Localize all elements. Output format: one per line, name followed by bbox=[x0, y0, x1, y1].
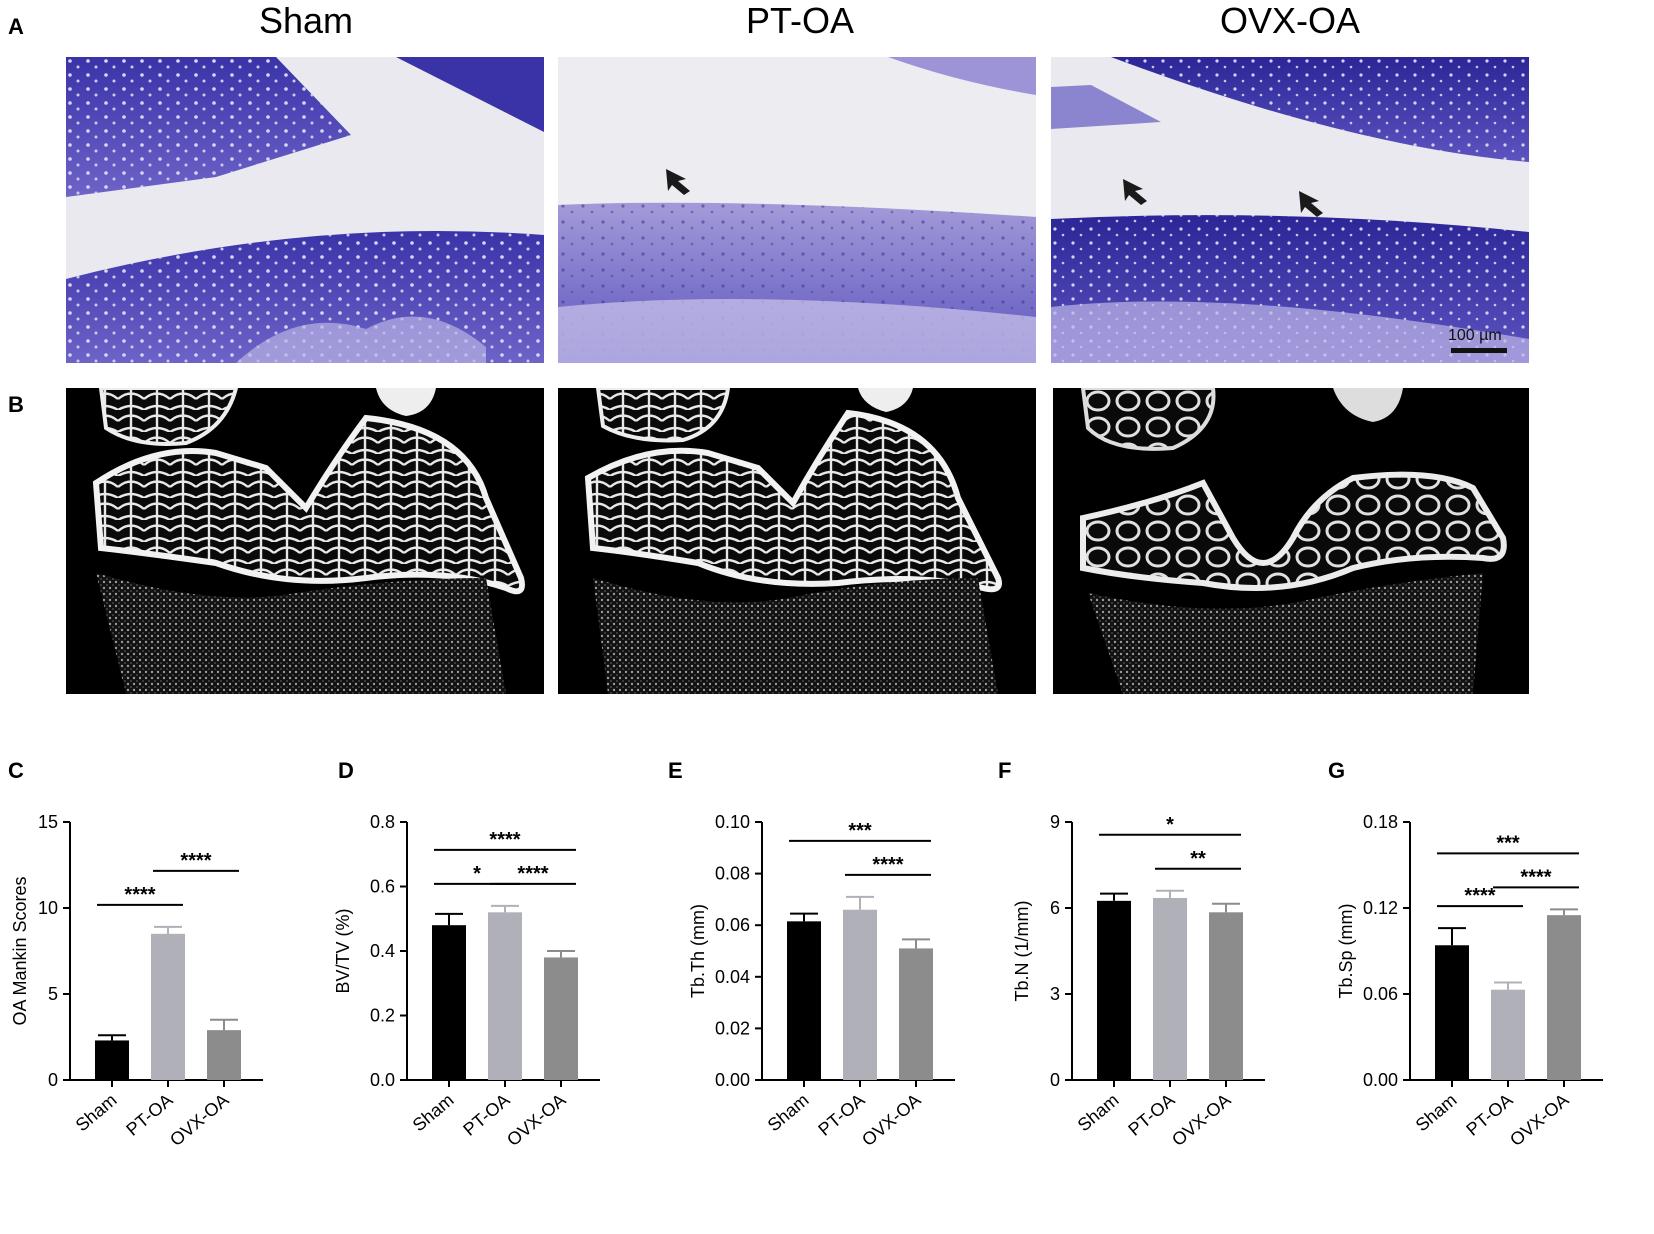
panel-letter-e: E bbox=[668, 758, 683, 783]
panel-letter-g: G bbox=[1328, 758, 1345, 783]
column-title-ptoa: PT-OA bbox=[745, 0, 855, 41]
y-tick-label: 9 bbox=[1050, 812, 1060, 832]
y-tick-label: 0.06 bbox=[1363, 984, 1398, 1004]
y-tick-label: 0.08 bbox=[715, 864, 750, 884]
y-axis-label: Tb.Th (mm) bbox=[688, 904, 708, 998]
significance-label: * bbox=[1166, 814, 1174, 836]
x-tick-label: Sham bbox=[1074, 1090, 1123, 1136]
significance-label: **** bbox=[1520, 866, 1551, 888]
bar-ovx-oa bbox=[1547, 915, 1581, 1080]
y-tick-label: 0.8 bbox=[370, 812, 395, 832]
x-tick-label: Sham bbox=[409, 1090, 458, 1136]
significance-label: **** bbox=[872, 854, 903, 876]
significance-label: **** bbox=[180, 850, 211, 872]
x-tick-label: OVX-OA bbox=[503, 1090, 569, 1150]
bar-ovx-oa bbox=[899, 948, 933, 1080]
y-tick-label: 0.2 bbox=[370, 1006, 395, 1026]
column-title-ovxoa: OVX-OA bbox=[1219, 0, 1361, 41]
panel-letter-c: C bbox=[8, 758, 24, 783]
x-tick-label: OVX-OA bbox=[1506, 1090, 1572, 1150]
significance-label: **** bbox=[1464, 885, 1495, 907]
panel-letter-a: A bbox=[8, 14, 24, 39]
y-tick-label: 0.04 bbox=[715, 967, 750, 987]
bar-sham bbox=[95, 1040, 129, 1080]
arrow-icon bbox=[1299, 191, 1323, 217]
bar-sham bbox=[432, 925, 466, 1080]
significance-label: ** bbox=[1190, 848, 1206, 870]
y-tick-label: 0.00 bbox=[1363, 1070, 1398, 1090]
y-axis-label: Tb.Sp (mm) bbox=[1336, 903, 1356, 998]
y-tick-label: 0 bbox=[48, 1070, 58, 1090]
bar-ovx-oa bbox=[544, 957, 578, 1080]
y-tick-label: 0.12 bbox=[1363, 898, 1398, 918]
y-tick-label: 0.00 bbox=[715, 1070, 750, 1090]
y-tick-label: 0.18 bbox=[1363, 812, 1398, 832]
y-tick-label: 6 bbox=[1050, 898, 1060, 918]
x-tick-label: Sham bbox=[764, 1090, 813, 1136]
x-tick-label: Sham bbox=[1412, 1090, 1461, 1136]
y-axis-label: Tb.N (1/mm) bbox=[1012, 901, 1032, 1002]
bar-sham bbox=[1435, 945, 1469, 1080]
x-tick-label: Sham bbox=[72, 1090, 121, 1136]
microct-image-ovxoa bbox=[1053, 388, 1529, 694]
microct-image-sham bbox=[66, 388, 544, 694]
significance-label: *** bbox=[1496, 832, 1520, 854]
y-axis-label: OA Mankin Scores bbox=[10, 876, 30, 1025]
bar-ovx-oa bbox=[207, 1030, 241, 1080]
bar-pt-oa bbox=[1153, 897, 1187, 1080]
arrow-icon bbox=[1123, 179, 1147, 205]
bar-sham bbox=[1097, 900, 1131, 1080]
y-tick-label: 0.4 bbox=[370, 941, 395, 961]
significance-label: **** bbox=[124, 884, 155, 906]
x-tick-label: OVX-OA bbox=[1168, 1090, 1234, 1150]
column-title-sham: Sham bbox=[258, 0, 354, 41]
y-tick-label: 0.02 bbox=[715, 1018, 750, 1038]
y-tick-label: 15 bbox=[38, 812, 58, 832]
x-tick-label: OVX-OA bbox=[166, 1090, 232, 1150]
histology-image-sham bbox=[66, 57, 544, 363]
y-tick-label: 0.06 bbox=[715, 915, 750, 935]
microct-image-ptoa bbox=[558, 388, 1036, 694]
histology-image-ptoa bbox=[558, 57, 1036, 363]
y-tick-label: 3 bbox=[1050, 984, 1060, 1004]
panel-letter-b: B bbox=[8, 392, 24, 417]
y-tick-label: 10 bbox=[38, 898, 58, 918]
bar-pt-oa bbox=[488, 912, 522, 1080]
histology-image-ovxoa bbox=[1051, 57, 1529, 363]
y-tick-label: 0.0 bbox=[370, 1070, 395, 1090]
significance-label: * bbox=[473, 863, 481, 885]
y-tick-label: 0 bbox=[1050, 1070, 1060, 1090]
bar-pt-oa bbox=[1491, 989, 1525, 1080]
significance-label: **** bbox=[517, 863, 548, 885]
panel-letter-d: D bbox=[338, 758, 354, 783]
arrow-icon bbox=[666, 169, 690, 195]
y-axis-label: BV/TV (%) bbox=[333, 908, 353, 993]
significance-label: **** bbox=[489, 829, 520, 851]
chart-panel-d: D0.00.20.40.60.8BV/TV (%)Sham PT-OAOVX-OA… bbox=[333, 758, 600, 1150]
significance-label: *** bbox=[848, 820, 872, 842]
y-tick-label: 5 bbox=[48, 984, 58, 1004]
panel-letter-f: F bbox=[998, 758, 1011, 783]
bar-sham bbox=[787, 921, 821, 1080]
bar-ovx-oa bbox=[1209, 912, 1243, 1080]
y-tick-label: 0.6 bbox=[370, 877, 395, 897]
bar-pt-oa bbox=[843, 909, 877, 1080]
x-tick-label: OVX-OA bbox=[858, 1090, 924, 1150]
y-tick-label: 0.10 bbox=[715, 812, 750, 832]
bar-pt-oa bbox=[151, 933, 185, 1080]
scale-bar-label: 100 µm bbox=[1448, 327, 1502, 344]
